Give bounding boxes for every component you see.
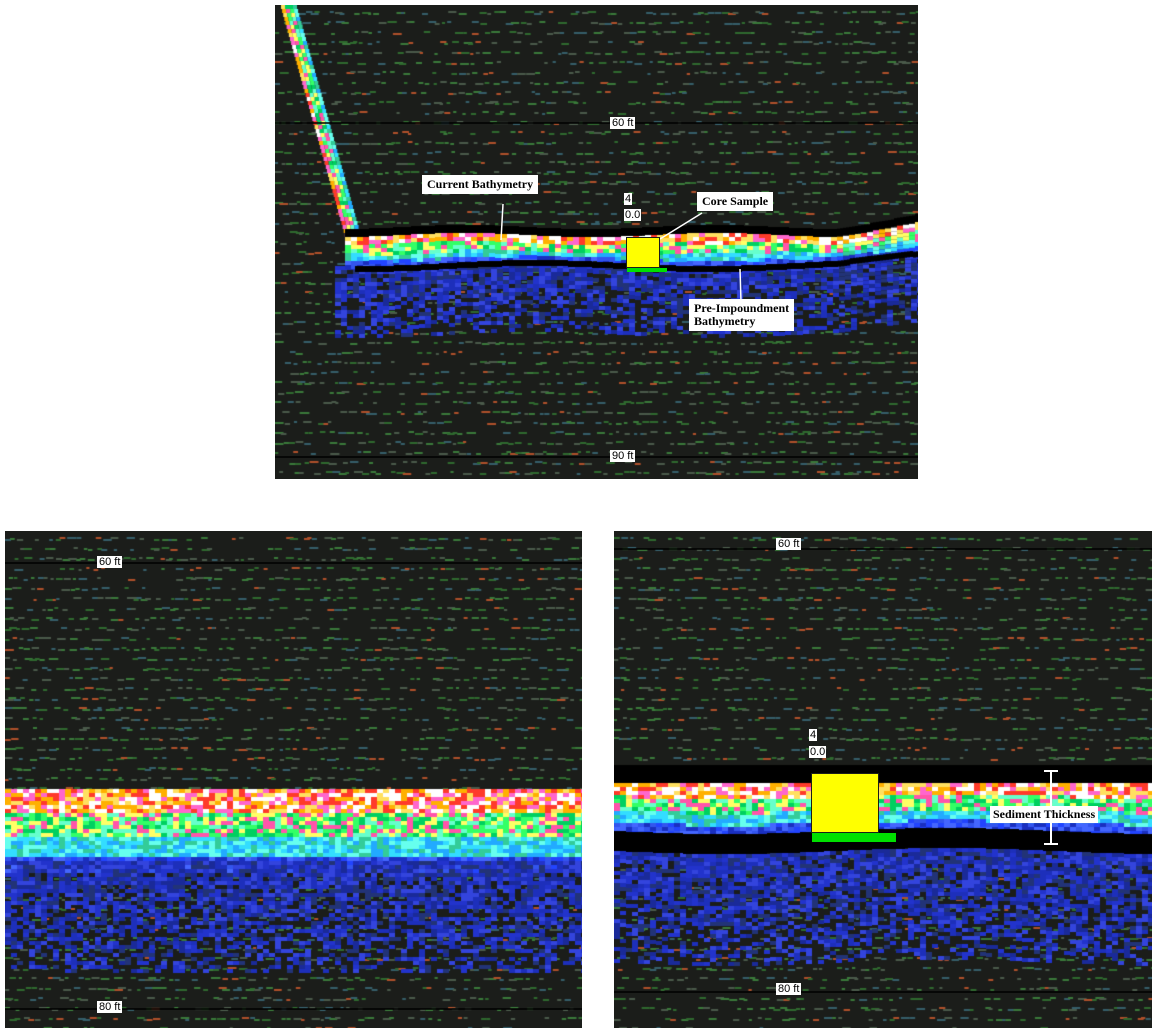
depth-label-80ft: 80 ft bbox=[97, 1001, 123, 1013]
pre-impoundment-line2: Bathymetry bbox=[694, 314, 756, 328]
sample-number: 4 bbox=[809, 729, 818, 741]
sample-value: 0.0 bbox=[809, 746, 827, 758]
sample-number: 4 bbox=[624, 193, 633, 205]
core-sample-leader bbox=[659, 212, 703, 240]
core-sample-base-bar bbox=[812, 833, 896, 842]
pre-impoundment-label: Pre-Impoundment Bathymetry bbox=[689, 299, 795, 331]
echogram-canvas bbox=[5, 531, 582, 1028]
pre-impoundment-leader bbox=[739, 268, 742, 303]
pre-impoundment-line1: Pre-Impoundment bbox=[694, 301, 790, 315]
depth-label-90ft: 90 ft bbox=[610, 450, 636, 462]
sediment-thickness-label: Sediment Thickness bbox=[990, 806, 1099, 823]
overlay-lines bbox=[275, 122, 918, 458]
sample-value: 0.0 bbox=[624, 209, 642, 221]
sonar-panel-bottom-right: 60 ft 80 ft 4 0.0 Sediment Thickness bbox=[614, 531, 1152, 1028]
overlay-lines bbox=[614, 548, 1152, 993]
sonar-panel-bottom-left: 60 ft 80 ft bbox=[5, 531, 582, 1028]
core-sample-label: Core Sample bbox=[697, 192, 774, 211]
current-bathymetry-leader bbox=[500, 203, 504, 241]
current-bathymetry-label: Current Bathymetry bbox=[422, 175, 539, 194]
echogram-canvas bbox=[275, 5, 918, 479]
sonar-panel-top: 60 ft 90 ft Current Bathymetry Core Samp… bbox=[275, 5, 918, 479]
depth-label-60ft: 60 ft bbox=[776, 538, 802, 550]
depth-label-60ft: 60 ft bbox=[97, 556, 123, 568]
core-sample-base-bar bbox=[627, 268, 667, 272]
depth-label-60ft: 60 ft bbox=[610, 117, 636, 129]
overlay-lines bbox=[5, 562, 582, 1010]
core-sample-marker bbox=[626, 237, 660, 268]
depth-label-80ft: 80 ft bbox=[776, 983, 802, 995]
core-sample-marker bbox=[811, 773, 879, 833]
echogram-canvas bbox=[614, 531, 1152, 1028]
